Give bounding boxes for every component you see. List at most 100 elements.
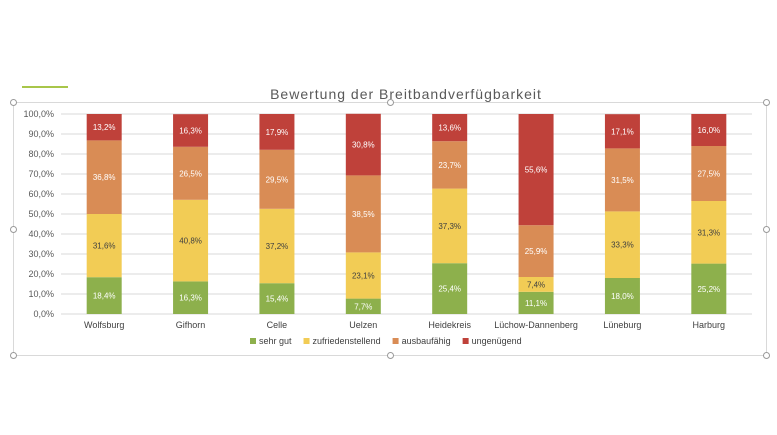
- legend-swatch: [462, 338, 469, 344]
- data-label: 16,3%: [179, 294, 202, 303]
- data-label: 16,3%: [179, 127, 202, 136]
- bar-segment: [691, 146, 727, 201]
- bar-segment: [345, 175, 381, 253]
- accent-line: [22, 86, 68, 88]
- data-label: 11,1%: [525, 299, 547, 308]
- legend-swatch: [250, 338, 256, 344]
- resize-handle-top-right[interactable]: [763, 99, 770, 106]
- data-label: 33,3%: [611, 241, 634, 250]
- data-label: 25,2%: [697, 285, 720, 294]
- data-labels: 18,4% 31,6% 36,8% 13,2% 16,3% 40,8% 26,5% 16,3%…: [93, 123, 720, 311]
- bar-segment: [345, 113, 381, 176]
- bar-segment: [173, 114, 209, 147]
- bar-segment: [432, 188, 468, 264]
- resize-handle-top-left[interactable]: [10, 99, 17, 106]
- legend-label: ausbaufähig: [402, 336, 451, 346]
- data-label: 55,6%: [525, 166, 548, 175]
- data-label: 23,1%: [352, 272, 375, 281]
- bar-segment: [604, 211, 640, 278]
- bar-segment: [518, 114, 554, 226]
- bar-segment: [518, 225, 554, 277]
- data-label: 36,8%: [93, 173, 116, 182]
- resize-handle-bottom-right[interactable]: [763, 352, 770, 359]
- data-label: 18,4%: [93, 292, 116, 301]
- bars: [86, 113, 727, 314]
- y-tick-label: 10,0%: [28, 289, 54, 299]
- x-tick-label: Celle: [267, 320, 288, 330]
- data-label: 38,5%: [352, 210, 375, 219]
- data-label: 7,4%: [527, 280, 545, 289]
- bar-segment: [432, 114, 468, 142]
- bar-segment: [259, 114, 295, 150]
- bar-segment: [86, 140, 122, 214]
- y-tick-label: 0,0%: [33, 309, 54, 319]
- resize-handle-top-center[interactable]: [387, 99, 394, 106]
- chart-title: Bewertung der Breitbandverfügbarkeit: [270, 86, 542, 102]
- y-tick-label: 40,0%: [28, 229, 54, 239]
- bar-segment: [86, 277, 122, 314]
- legend-label: sehr gut: [259, 336, 292, 346]
- data-label: 30,8%: [352, 141, 375, 150]
- data-label: 13,6%: [438, 124, 461, 133]
- resize-handle-middle-right[interactable]: [763, 226, 770, 233]
- bar-segment: [432, 263, 468, 314]
- y-tick-label: 80,0%: [28, 149, 54, 159]
- data-label: 29,5%: [266, 175, 289, 184]
- bar-segment: [691, 114, 727, 146]
- x-axis: Wolfsburg Gifhorn Celle Uelzen Heidekreis Lüc…: [84, 320, 725, 330]
- legend-swatch: [303, 338, 310, 344]
- data-label: 31,3%: [697, 228, 720, 237]
- bar-segment: [518, 277, 554, 292]
- data-label: 15,4%: [266, 295, 289, 304]
- data-label: 25,4%: [438, 285, 461, 294]
- data-label: 17,9%: [266, 128, 289, 137]
- legend-swatch: [392, 338, 399, 344]
- data-label: 27,5%: [697, 170, 720, 179]
- chart-frame[interactable]: [10, 99, 770, 359]
- legend-label: ungenügend: [472, 336, 522, 346]
- bar-segment: [173, 199, 209, 282]
- x-tick-label: Heidekreis: [428, 320, 471, 330]
- data-label: 17,1%: [611, 127, 634, 136]
- y-tick-label: 30,0%: [28, 249, 54, 259]
- x-tick-label: Lüneburg: [603, 320, 641, 330]
- data-label: 37,2%: [266, 242, 289, 251]
- data-label: 37,3%: [438, 222, 461, 231]
- bar-segment: [604, 148, 640, 212]
- bar-segment: [691, 201, 727, 264]
- data-label: 23,7%: [438, 161, 461, 170]
- data-label: 25,9%: [525, 247, 548, 256]
- y-tick-label: 60,0%: [28, 189, 54, 199]
- grid-lines: [61, 113, 752, 315]
- bar-segment: [173, 146, 209, 200]
- y-axis: 0,0% 10,0% 20,0% 30,0% 40,0% 50,0% 60,0% 70,0% 8…: [23, 109, 54, 319]
- bar-segment: [604, 114, 640, 149]
- x-tick-label: Gifhorn: [176, 320, 206, 330]
- resize-handle-bottom-center[interactable]: [387, 352, 394, 359]
- y-tick-label: 50,0%: [28, 209, 54, 219]
- bar-segment: [86, 114, 122, 141]
- y-tick-label: 70,0%: [28, 169, 54, 179]
- x-tick-label: Harburg: [693, 320, 726, 330]
- data-label: 16,0%: [697, 126, 720, 135]
- data-label: 18,0%: [611, 292, 634, 301]
- resize-handle-middle-left[interactable]: [10, 226, 17, 233]
- bar-segment: [432, 141, 468, 189]
- data-label: 26,5%: [179, 169, 202, 178]
- data-label: 40,8%: [179, 237, 202, 246]
- bar-segment: [259, 149, 295, 209]
- data-label: 31,5%: [611, 176, 634, 185]
- x-tick-label: Wolfsburg: [84, 320, 124, 330]
- bar-segment: [259, 208, 295, 284]
- bar-segment: [518, 291, 554, 314]
- resize-handle-bottom-left[interactable]: [10, 352, 17, 359]
- x-tick-label: Uelzen: [349, 320, 377, 330]
- bar-segment: [173, 281, 209, 314]
- x-tick-label: Lüchow-Dannenberg: [494, 320, 578, 330]
- bar-segment: [259, 283, 295, 314]
- y-tick-label: 100,0%: [23, 109, 54, 119]
- bar-segment: [86, 214, 122, 278]
- data-label: 13,2%: [93, 123, 116, 132]
- y-tick-label: 90,0%: [28, 129, 54, 139]
